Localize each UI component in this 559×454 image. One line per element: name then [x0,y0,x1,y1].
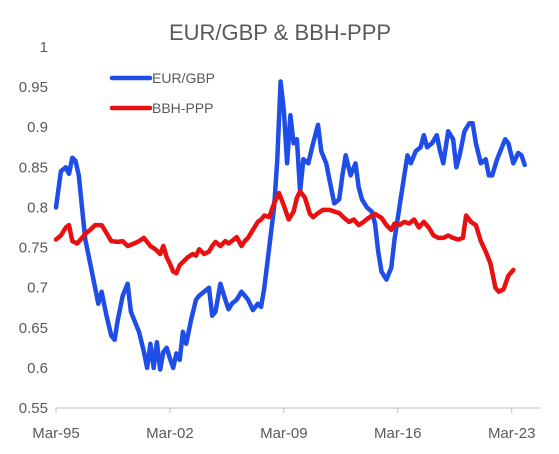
x-tick-label: Mar-23 [488,425,536,442]
x-axis-ticks: Mar-95 Mar-02 Mar-09 Mar-16 Mar-23 [32,408,535,442]
series-line-eur-gbp [53,79,527,372]
x-tick-label: Mar-95 [32,425,80,442]
legend-label: BBH-PPP [152,100,213,116]
chart-title: EUR/GBP & BBH-PPP [169,20,391,45]
y-tick-label: 0.65 [19,320,48,337]
y-tick-label: 0.8 [27,199,48,216]
y-tick-label: 0.85 [19,159,48,176]
y-tick-label: 0.55 [19,400,48,417]
y-axis-ticks: 0.55 0.6 0.65 0.7 0.75 0.8 0.85 0.9 0.95 1 [19,39,48,417]
y-tick-label: 0.95 [19,79,48,96]
series-line-bbh-ppp [53,189,516,294]
series-layer [53,79,527,372]
x-tick-label: Mar-02 [146,425,194,442]
x-tick-label: Mar-09 [260,425,308,442]
y-tick-label: 0.6 [27,360,48,377]
y-tick-label: 0.75 [19,240,48,257]
legend: EUR/GBP BBH-PPP [109,70,215,116]
legend-label: EUR/GBP [152,70,215,86]
y-tick-label: 0.7 [27,280,48,297]
y-tick-label: 0.9 [27,119,48,136]
x-tick-label: Mar-16 [374,425,422,442]
y-tick-label: 1 [40,39,48,56]
